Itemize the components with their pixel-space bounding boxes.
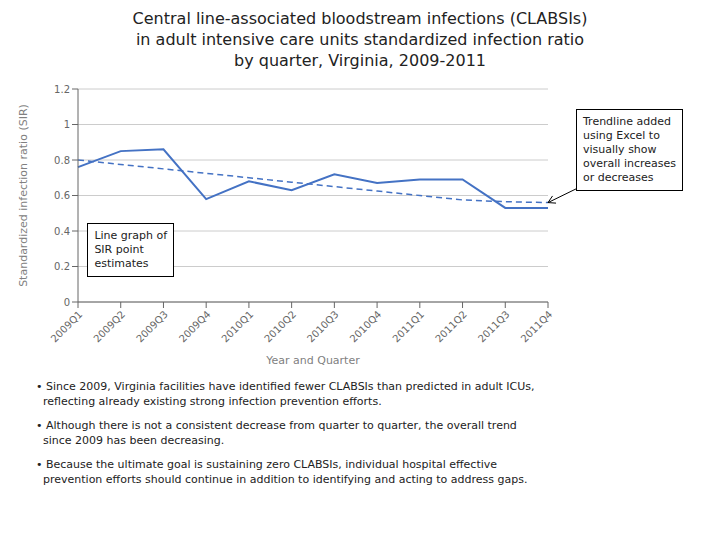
svg-text:2009Q3: 2009Q3 <box>134 309 170 345</box>
svg-text:0.6: 0.6 <box>54 190 70 201</box>
svg-text:1: 1 <box>64 119 70 130</box>
html-text:• Since 2009, Virginia facilit: • Since 2009, Virginia facilities have i… <box>36 380 535 408</box>
svg-text:2010Q3: 2010Q3 <box>305 309 341 345</box>
svg-text:2010Q1: 2010Q1 <box>220 309 256 345</box>
svg-text:2009Q2: 2009Q2 <box>91 309 127 345</box>
svg-text:2011Q2: 2011Q2 <box>433 309 469 345</box>
html-text:Central line-associated bloods: Central line-associated bloodstream infe… <box>132 9 588 70</box>
html-text:Trendline added using Excel to: Trendline added using Excel to visually … <box>583 115 676 184</box>
html-text:• Although there is not a cons: • Although there is not a consistent dec… <box>36 419 517 447</box>
svg-text:2011Q3: 2011Q3 <box>476 309 512 345</box>
svg-text:2010Q4: 2010Q4 <box>348 309 384 345</box>
svg-text:2009Q4: 2009Q4 <box>177 309 213 345</box>
svg-text:Year and Quarter: Year and Quarter <box>265 354 360 367</box>
svg-text:0.2: 0.2 <box>54 261 70 272</box>
svg-text:0.4: 0.4 <box>54 226 70 237</box>
html-text:Line graph of SIR point estima: Line graph of SIR point estimates <box>94 228 168 270</box>
html-text:• Because the ultimate goal is: • Because the ultimate goal is sustainin… <box>36 458 528 486</box>
svg-text:1.2: 1.2 <box>54 84 70 95</box>
svg-text:0.8: 0.8 <box>54 155 70 166</box>
svg-text:2010Q2: 2010Q2 <box>262 309 298 345</box>
svg-text:2011Q4: 2011Q4 <box>519 309 555 345</box>
svg-text:2011Q1: 2011Q1 <box>390 309 426 345</box>
svg-text:0: 0 <box>64 297 70 308</box>
svg-text:2009Q1: 2009Q1 <box>49 309 85 345</box>
svg-text:Standardized infection ratio (: Standardized infection ratio (SIR) <box>17 104 30 287</box>
